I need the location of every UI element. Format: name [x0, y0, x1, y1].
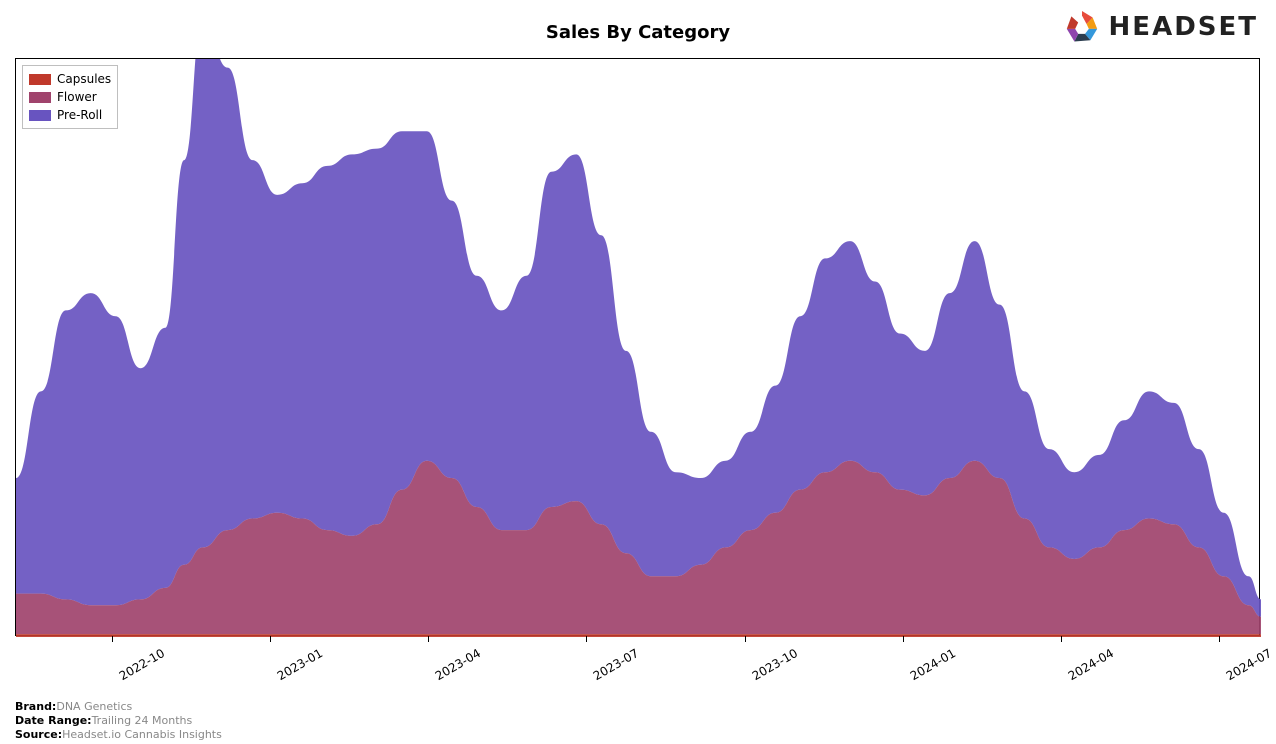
footer-label: Source: — [15, 728, 62, 741]
x-tick-mark — [112, 636, 113, 642]
headset-logo-icon — [1063, 8, 1101, 46]
x-tick-label: 2023-07 — [591, 646, 641, 683]
footer-value: Trailing 24 Months — [92, 714, 193, 727]
legend-item: Flower — [29, 88, 111, 106]
x-tick-label: 2023-01 — [275, 646, 325, 683]
legend-item: Capsules — [29, 70, 111, 88]
x-tick-mark — [270, 636, 271, 642]
x-tick-label: 2024-01 — [907, 646, 957, 683]
footer-value: DNA Genetics — [56, 700, 132, 713]
brand-logo: HEADSET — [1063, 8, 1258, 46]
legend-item: Pre-Roll — [29, 106, 111, 124]
x-tick-mark — [428, 636, 429, 642]
footer-line: Date Range:Trailing 24 Months — [15, 714, 222, 728]
x-tick-mark — [903, 636, 904, 642]
x-tick-label: 2023-10 — [749, 646, 799, 683]
footer-value: Headset.io Cannabis Insights — [62, 728, 222, 741]
legend-swatch — [29, 110, 51, 121]
area-capsules — [16, 634, 1261, 637]
x-tick-label: 2023-04 — [433, 646, 483, 683]
x-tick-mark — [745, 636, 746, 642]
plot-area: CapsulesFlowerPre-Roll — [15, 58, 1260, 636]
legend-swatch — [29, 92, 51, 103]
legend-label: Capsules — [57, 70, 111, 88]
legend: CapsulesFlowerPre-Roll — [22, 65, 118, 129]
x-tick-label: 2024-04 — [1066, 646, 1116, 683]
x-tick-mark — [1219, 636, 1220, 642]
area-chart-svg — [16, 59, 1261, 637]
x-tick-mark — [1061, 636, 1062, 642]
legend-swatch — [29, 74, 51, 85]
x-tick-label: 2024-07 — [1224, 646, 1274, 683]
footer-label: Date Range: — [15, 714, 92, 727]
footer-line: Source:Headset.io Cannabis Insights — [15, 728, 222, 742]
chart-footer: Brand:DNA GeneticsDate Range:Trailing 24… — [15, 700, 222, 742]
area-preroll — [16, 59, 1261, 617]
chart-container: Sales By Category HEADSET CapsulesFlower… — [0, 0, 1276, 744]
brand-logo-text: HEADSET — [1109, 12, 1258, 42]
x-tick-label: 2022-10 — [117, 646, 167, 683]
legend-label: Flower — [57, 88, 97, 106]
footer-label: Brand: — [15, 700, 56, 713]
legend-label: Pre-Roll — [57, 106, 102, 124]
footer-line: Brand:DNA Genetics — [15, 700, 222, 714]
x-tick-mark — [586, 636, 587, 642]
